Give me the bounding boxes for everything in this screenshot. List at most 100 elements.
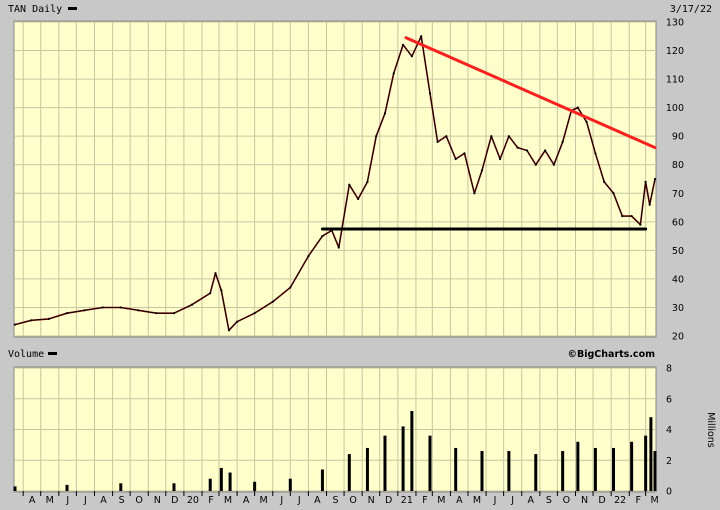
price-point [137,309,140,312]
price-point [401,43,405,46]
price-point [420,35,423,38]
x-tick-label: A [314,495,321,506]
volume-bars [13,411,657,491]
x-tick-label: D [385,495,392,506]
price-point [445,135,448,138]
price-point [507,135,510,138]
price-point [271,300,274,303]
price-point [648,203,651,206]
volume-bar [644,435,648,491]
price-point [101,306,104,309]
price-point [410,55,413,58]
price-tick-label: 80 [672,160,684,171]
price-point [321,234,324,238]
x-tick-label: F [208,495,213,506]
chart-date: 3/17/22 [670,4,712,15]
x-tick-label: M [437,495,445,506]
annotations [320,36,657,231]
price-grid [15,21,655,337]
volume-bar [172,483,176,491]
resistance-trendline [404,36,657,150]
price-tick-label: 110 [666,75,684,86]
price-point [454,157,457,161]
volume-bar [410,411,414,491]
price-point [473,192,476,195]
price-tick-label: 50 [672,246,684,257]
price-panel [13,20,657,338]
price-point [516,146,519,149]
x-tick-label: N [368,495,375,506]
x-tick-label: 21 [401,495,413,506]
volume-bar [288,478,292,491]
price-tick-label: 120 [666,46,684,57]
price-tick-label: 40 [672,274,684,285]
x-tick-label: A [29,495,36,506]
price-point [639,223,642,226]
price-point [209,292,212,295]
volume-bar [253,481,257,491]
volume-bar [383,435,387,491]
price-tick-label: 20 [672,332,684,343]
x-tick-label: M [46,495,54,506]
price-point [480,169,484,172]
chart-title: TAN Daily [8,4,62,15]
price-tick-label: 70 [672,189,684,200]
price-point [190,303,194,306]
price-point [561,140,564,143]
volume-bar [454,447,458,491]
x-tick-label: M [473,495,481,506]
x-tick-label: D [171,495,178,506]
x-tick-label: J [65,495,69,506]
price-point [172,312,176,315]
watermark: ©BigCharts.com [568,349,656,360]
legend-swatch [68,7,77,10]
price-point [585,120,588,124]
x-tick-label: M [224,495,232,506]
price-point [499,157,502,161]
volume-tick-label: 2 [666,456,672,467]
x-tick-label: N [581,495,588,506]
price-point [612,192,615,195]
price-tick-label: 60 [672,217,684,228]
volume-bar [320,469,324,491]
x-tick-label: A [243,495,250,506]
price-point [392,72,395,75]
volume-bar [208,478,212,491]
x-tick-label: O [135,495,142,506]
volume-bar [653,451,657,491]
x-tick-label: 22 [614,495,626,506]
price-tick-label: 100 [666,103,684,114]
volume-bar [347,454,351,491]
price-point [289,286,292,289]
price-point [552,163,555,166]
volume-axis: 0 2 4 6 8 [666,364,672,498]
price-point [227,329,231,332]
price-point [214,272,217,275]
price-point [253,312,256,315]
volume-bar [534,454,538,491]
x-tick-label: J [83,495,87,506]
price-point [644,180,647,183]
volume-bar [612,447,616,491]
price-point [83,309,86,312]
price-point [236,320,239,323]
price-point [337,246,340,249]
x-tick-label: J [297,495,301,506]
price-point [155,312,158,315]
volume-bar [65,484,69,491]
price-point [525,149,529,152]
price-point [544,149,547,152]
volume-bar [228,472,232,491]
price-line-core [14,35,656,331]
x-tick-label: S [546,495,552,506]
x-tick-label: O [563,495,570,506]
price-point [630,215,633,218]
price-point [13,323,17,326]
volume-grid [15,367,655,492]
price-point [594,152,597,155]
volume-tick-label: 8 [666,364,672,375]
x-tick-label: A [527,495,534,506]
x-tick-label: J [279,495,283,506]
x-tick-label: N [154,495,161,506]
price-point [653,177,657,181]
